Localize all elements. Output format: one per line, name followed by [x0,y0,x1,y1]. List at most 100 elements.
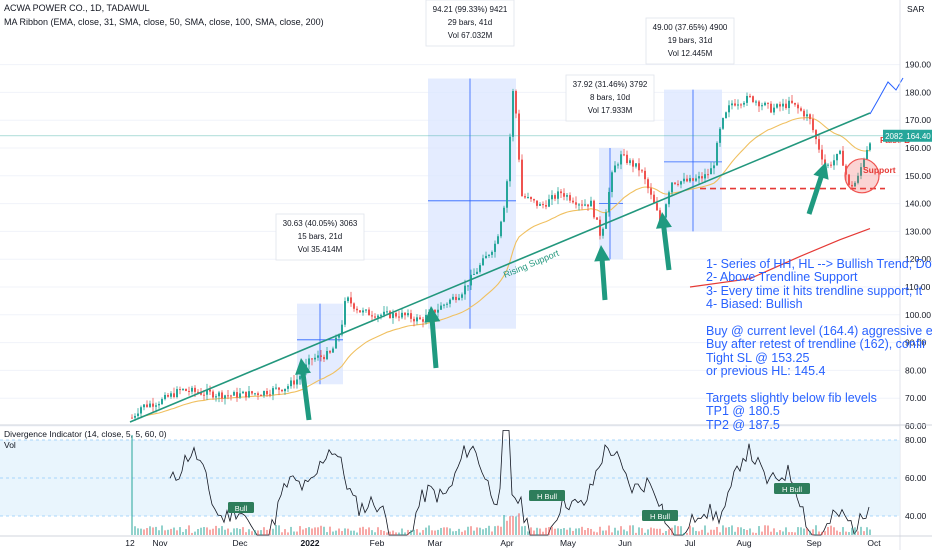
volume-bar [374,532,376,535]
measure-label-text: Vol 67.032M [448,31,493,40]
moving-averages [140,117,871,418]
volume-bar [695,530,697,535]
candle-body [374,316,376,318]
volume-bar [419,532,421,535]
volume-bar [257,530,259,535]
volume-bar [476,527,478,535]
candle-body [407,313,409,316]
candle-body [764,102,766,106]
time-tick-label: Apr [500,538,513,548]
candle-body [572,200,574,203]
volume-bar [380,529,382,535]
volume-bar [866,527,868,535]
volume-bar [173,527,175,535]
note-line: TP1 @ 180.5 [706,404,780,419]
candle-body [524,196,526,198]
volume-bar [152,527,154,535]
candle-body [734,103,736,106]
time-tick-label: Feb [370,538,385,548]
volume-bar [140,528,142,535]
volume-bar [659,528,661,535]
candle-body [149,403,151,407]
volume-bar [317,527,319,535]
candle-body [320,355,322,357]
candle-body [869,143,871,150]
volume-bar [200,527,202,535]
candle-body [263,391,265,396]
volume-bar [560,528,562,535]
candle-body [308,358,310,365]
candle-body [683,178,685,182]
ema-line [140,117,871,418]
volume-bar [155,526,157,535]
volume-bar [812,529,814,535]
volume-bar [587,528,589,535]
note-line: Buy after retest of trendline (162), con… [706,337,927,352]
indicator-tick: 60.00 [905,473,927,483]
candle-body [809,114,811,120]
candle-body [659,210,661,221]
candle-body [272,388,274,395]
candle-body [569,195,571,201]
candle-body [512,91,514,137]
candle-body [680,181,682,185]
volume-bar [803,528,805,535]
candle-body [677,183,679,185]
volume-bar [704,525,706,535]
candle-body [341,324,343,335]
candle-body [176,389,178,398]
candle-body [473,273,475,275]
candle-body [350,297,352,304]
time-tick-label: May [560,538,577,548]
candle-body [611,172,613,192]
bull-label-box [228,502,254,513]
candle-body [722,118,724,129]
volume-bar [548,527,550,535]
volume-bar [392,530,394,535]
volume-bar [860,526,862,535]
volume-bar [725,527,727,535]
volume-bar [509,516,511,535]
candle-body [650,188,652,195]
candle-body [410,313,412,319]
volume-bar [299,526,301,535]
volume-bar [770,531,772,535]
volume-bar [791,532,793,535]
volume-bar [524,525,526,535]
volume-bar [479,527,481,535]
volume-bar [503,515,505,535]
candle-body [623,154,625,156]
volume-bar [758,526,760,535]
volume-bar [428,525,430,535]
bull-label-text: Bull [235,504,248,513]
candle-body [860,167,862,176]
candle-body [713,165,715,169]
candle-body [380,314,382,316]
time-tick-label: Sep [806,538,821,548]
volume-bar [500,526,502,535]
measure-label-text: 37.92 (31.46%) 3792 [573,80,648,89]
volume-bar [215,525,217,535]
volume-bar [482,529,484,535]
volume-bar [185,529,187,535]
candle-body [173,393,175,398]
bull-label-text: H Bull [650,512,670,521]
volume-bar [851,527,853,535]
candle-body [461,294,463,298]
volume-bar [446,527,448,535]
candle-body [605,212,607,229]
vol-label: Vol [4,440,16,450]
volume-bar [470,526,472,535]
candle-body [593,200,595,218]
volume-bar [782,531,784,535]
candle-body [548,199,550,207]
volume-bar [743,529,745,535]
volume-bar [629,525,631,535]
volume-bar [407,529,409,535]
candle-body [458,297,460,300]
volume-bar [203,527,205,535]
volume-bar [269,529,271,535]
volume-bar [611,532,613,535]
